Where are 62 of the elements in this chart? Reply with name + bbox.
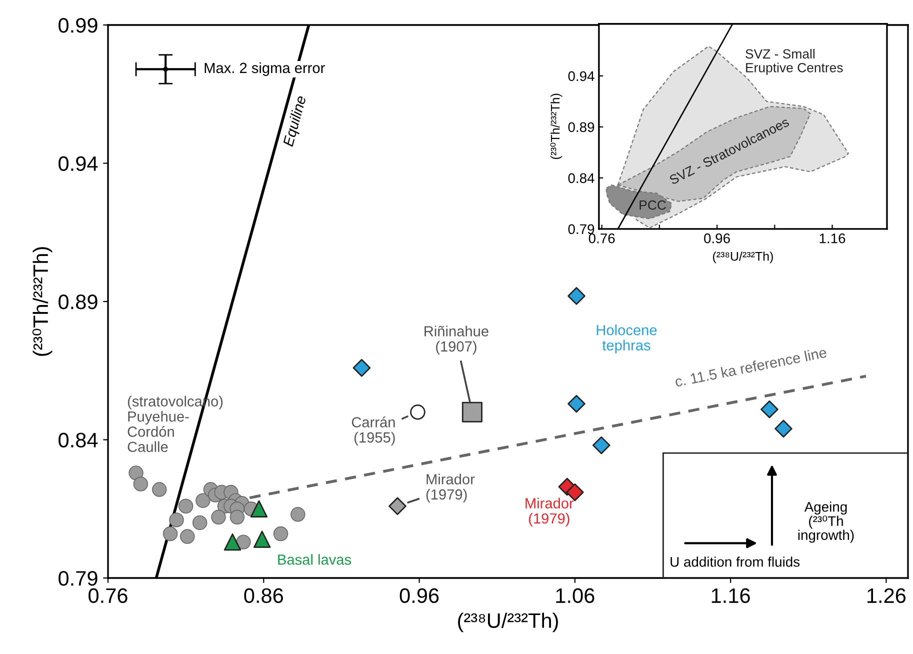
point [211,510,226,525]
point [152,482,167,497]
point [224,533,242,551]
x-tick-label: 0.96 [704,233,730,244]
x-tick-label: 0.76 [88,588,128,604]
annotation: Ageing (²³⁰Th ingrowth) [798,502,854,543]
point [273,526,288,542]
x-tick-label: 0.86 [244,588,284,604]
point [774,420,792,438]
series-label: SVZ - Small Eruptive Centres [746,48,843,75]
point [568,394,586,413]
point [162,526,178,542]
annotation: U addition from fluids [670,556,800,567]
y-tick-label: 0.84 [568,173,594,184]
text: Max. 2 sigma error [204,62,325,76]
point [760,400,778,418]
point [253,530,271,548]
point [230,510,245,525]
y-tick-label: 0.84 [58,432,98,448]
text: Equiline [282,95,309,148]
y-tick-label: 0.94 [568,71,594,82]
point [128,466,144,480]
point [236,534,251,550]
point [196,493,210,508]
point [410,404,426,420]
x-tick-label: 0.96 [400,588,439,604]
point [163,66,168,72]
series-label: Carrán (1955) [352,416,395,446]
point [180,529,195,544]
x-axis-title: (²³⁸U/²³²Th) [458,612,558,632]
point [592,436,610,454]
point [462,402,482,422]
y-tick-label: 0.99 [58,18,98,33]
point [388,497,406,516]
series-label: Holocene tephras [596,324,657,354]
point [290,507,306,522]
series-label: Mirador (1979) [426,474,475,502]
x-axis-title: (²³⁸U/²³²Th) [712,252,773,264]
point [133,476,148,492]
point [250,500,268,518]
text: c. 11.5 ka reference line [674,346,828,387]
point [192,515,208,530]
series-label: PCC [640,200,666,210]
y-axis-title: (²³⁰Th/²³²Th) [32,247,52,356]
series-label: Basal lavas [278,554,352,565]
point [352,358,371,377]
series-label: Mirador (1979) [526,498,574,527]
y-tick-label: 0.79 [58,571,98,586]
point [178,498,194,514]
text: Riñinahue (1907) [424,326,488,354]
y-tick-label: 0.94 [58,156,98,171]
x-tick-label: 1.16 [712,588,750,604]
x-tick-label: 1.26 [868,588,906,604]
point [568,287,586,305]
x-tick-label: 0.76 [588,233,615,244]
y-tick-label: 0.89 [58,294,98,310]
y-axis-title: (²³⁰Th/²³²Th) [550,94,562,160]
y-tick-label: 0.89 [568,122,594,132]
y-tick-label: 0.79 [568,224,594,234]
x-tick-label: 1.06 [556,588,594,604]
point [169,512,184,528]
x-tick-label: 1.16 [820,233,846,244]
